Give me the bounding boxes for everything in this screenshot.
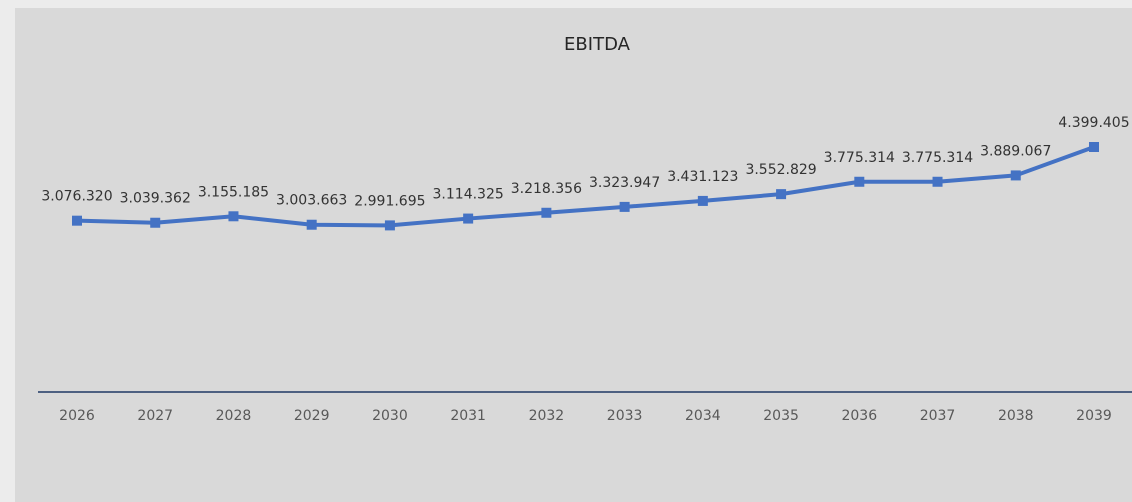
marker [776, 189, 787, 200]
x-tick-label: 2037 [920, 408, 956, 424]
marker [541, 207, 552, 218]
data-label: 3.323.947 [589, 175, 660, 191]
x-tick-label: 2036 [841, 408, 877, 424]
data-label: 3.218.356 [511, 181, 582, 197]
marker [854, 176, 865, 187]
x-tick-label: 2030 [372, 408, 408, 424]
marker [72, 215, 82, 226]
marker [1089, 142, 1099, 152]
x-tick-label: 2034 [685, 408, 721, 424]
data-label: 3.114.325 [433, 187, 504, 203]
data-label: 3.889.067 [980, 143, 1051, 159]
line [76, 145, 1095, 228]
marker [306, 219, 317, 230]
data-label: 3.775.314 [902, 150, 973, 166]
x-tick-label: 2031 [450, 408, 486, 424]
marker [932, 176, 943, 187]
marker [384, 220, 395, 231]
marker [228, 211, 239, 222]
x-tick-label: 2039 [1076, 408, 1112, 424]
x-tick-label: 2027 [137, 408, 173, 424]
data-label: 3.775.314 [824, 150, 895, 166]
x-tick-label: 2038 [998, 408, 1034, 424]
x-tick-label: 2028 [216, 408, 252, 424]
chart-area [15, 8, 1132, 502]
marker [1010, 170, 1021, 181]
marker [150, 217, 161, 228]
marker [619, 201, 630, 212]
data-label: 3.039.362 [120, 191, 191, 207]
marker [697, 195, 708, 206]
data-label: 3.552.829 [745, 162, 816, 178]
chart-title: EBITDA [564, 34, 631, 55]
x-tick-label: 2033 [607, 408, 643, 424]
data-label: 3.431.123 [667, 169, 738, 185]
data-label: 4.399.405 [1058, 115, 1129, 131]
x-tick-label: 2032 [529, 408, 565, 424]
data-label: 2.991.695 [354, 193, 425, 209]
x-tick-label: 2029 [294, 408, 330, 424]
data-label: 3.076.320 [41, 189, 112, 205]
marker [463, 213, 474, 224]
data-label: 3.155.185 [198, 184, 269, 200]
data-label: 3.003.663 [276, 193, 347, 209]
x-tick-label: 2035 [763, 408, 799, 424]
x-tick-label: 2026 [59, 408, 95, 424]
